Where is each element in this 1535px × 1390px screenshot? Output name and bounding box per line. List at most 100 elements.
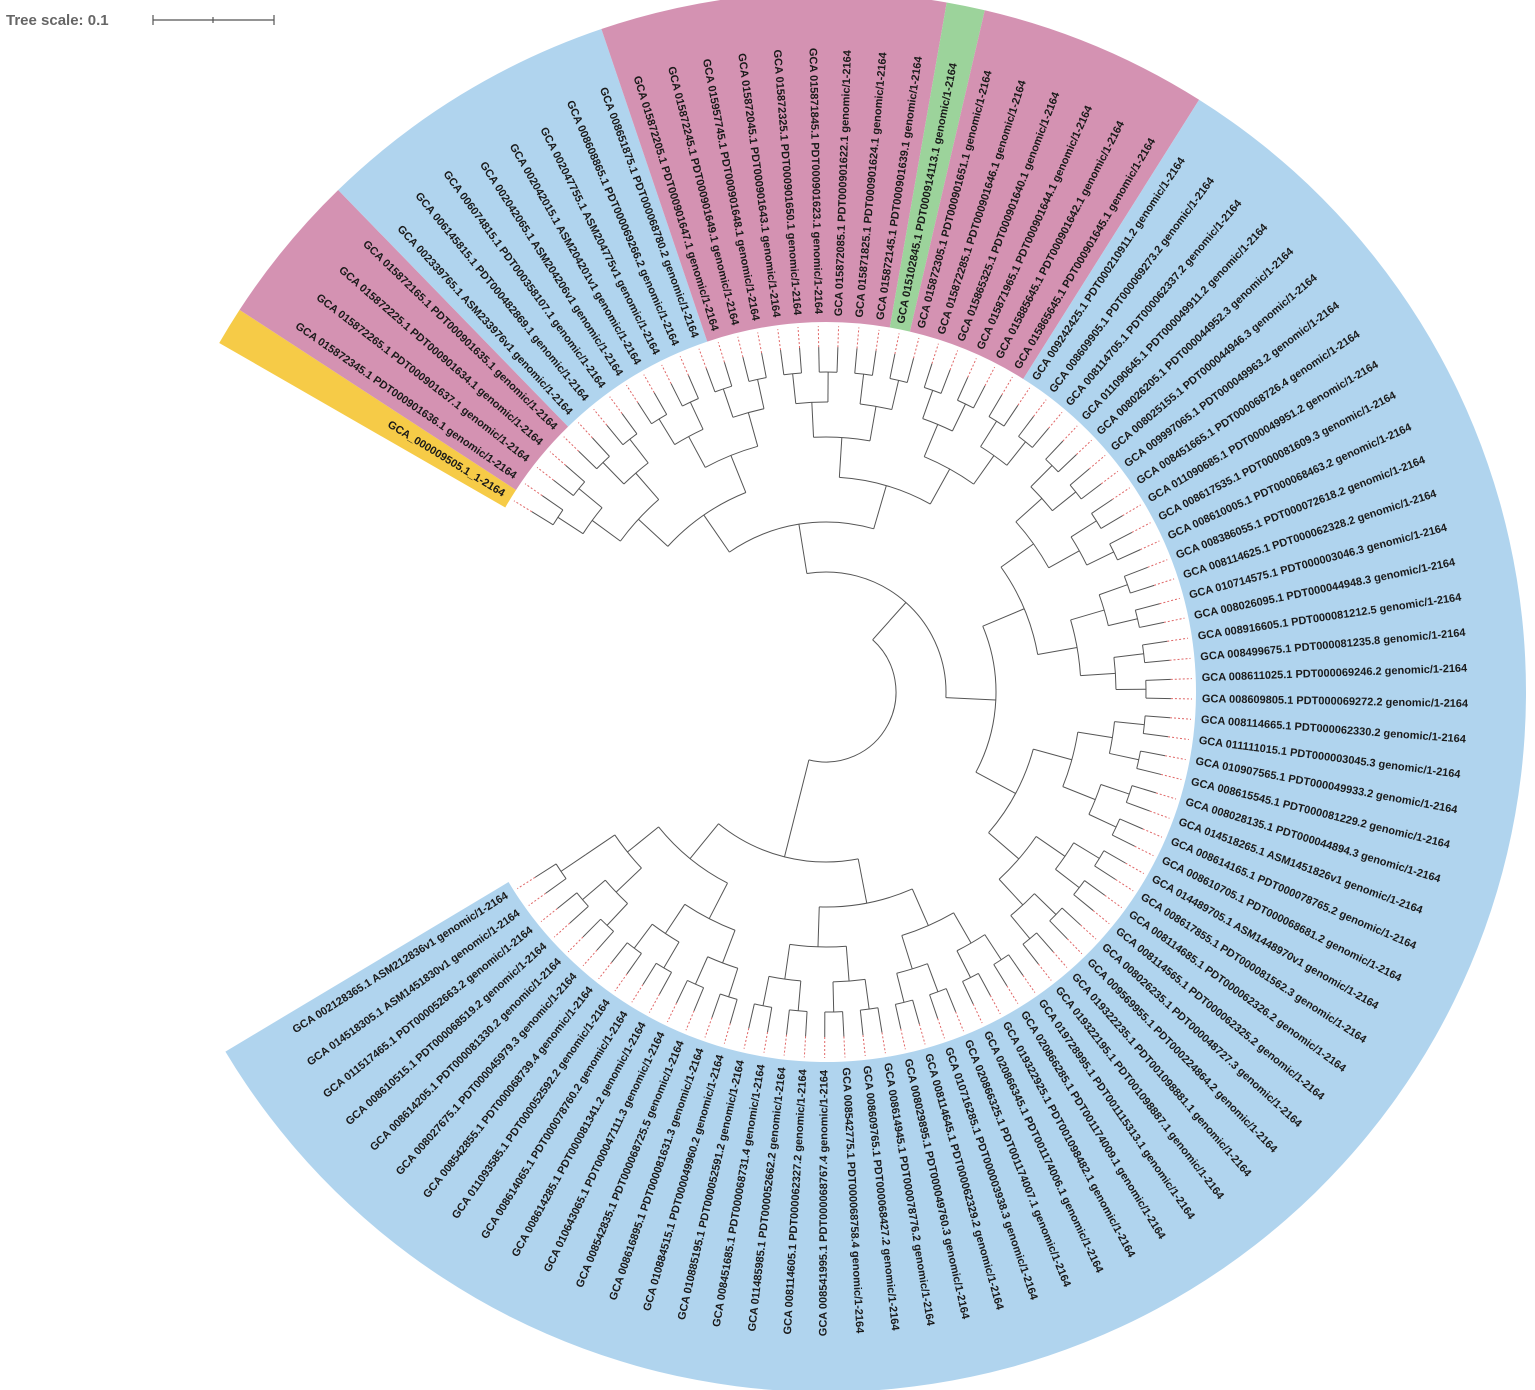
tree-branch [626, 953, 642, 975]
tree-branch [1113, 653, 1144, 658]
tree-branch [553, 479, 574, 496]
leaf-connector [643, 374, 655, 394]
tree-branch [1034, 893, 1057, 915]
tree-arc [889, 377, 908, 383]
tree-branch [664, 904, 686, 934]
tree-branch [972, 385, 986, 409]
tree-branch [1139, 621, 1165, 628]
leaf-connector [717, 342, 725, 363]
tree-arc [626, 942, 642, 954]
tree-branch [818, 347, 820, 373]
tree-branch [1061, 907, 1081, 926]
tree-branch [705, 368, 716, 393]
tree-arc [1030, 486, 1053, 512]
tree-branch [1035, 836, 1066, 857]
tree-arc [1123, 576, 1131, 594]
tree-branch [784, 944, 791, 980]
leaf-connector [609, 396, 623, 414]
tree-branch [1084, 880, 1106, 896]
tree-branch [1100, 784, 1130, 795]
tree-branch [811, 402, 815, 438]
leaf-connector [918, 1023, 926, 1045]
leaf-connector [937, 1018, 945, 1039]
tree-branch [854, 348, 858, 374]
tree-branch [1136, 767, 1162, 775]
tree-branch [663, 941, 680, 969]
tree-branch [606, 425, 624, 446]
tree-branch [722, 930, 736, 964]
leaf-connector [881, 1032, 886, 1054]
tree-branch [642, 962, 657, 985]
tree-arc [707, 956, 738, 969]
tree-arc [651, 414, 667, 425]
tree-branch [723, 362, 733, 387]
tree-branch [1108, 618, 1138, 627]
tree-branch [1088, 813, 1117, 828]
leaf-connector [1164, 755, 1186, 761]
tree-branch [1070, 609, 1105, 621]
leaf-connector [631, 984, 644, 1003]
leaf-connector [797, 327, 801, 349]
tree-branch [1140, 750, 1166, 757]
tree-branch [864, 979, 870, 1010]
tree-branch [980, 420, 997, 447]
leaf-connector [803, 1036, 807, 1058]
tree-branch [1131, 785, 1157, 794]
tree-arc [1069, 484, 1082, 500]
tree-branch [531, 511, 554, 526]
clade-sector-pink [909, 10, 1200, 379]
leaf-connector [1142, 828, 1163, 838]
leaf-connector [989, 995, 1001, 1015]
tree-branch [1130, 584, 1155, 594]
tree-branch [896, 973, 905, 1003]
tree-branch [1117, 549, 1141, 561]
clade-sector-blue [225, 99, 1526, 1390]
tree-branch [545, 878, 567, 894]
tree-branch [871, 350, 877, 376]
tree-branch [1145, 715, 1171, 719]
tree-branch [796, 759, 810, 809]
tree-branch [1124, 566, 1148, 577]
leaf-connector [856, 327, 860, 349]
tree-branch [894, 1004, 902, 1029]
leaf-connector [549, 451, 567, 466]
tree-branch [922, 390, 934, 419]
leaf-connector [536, 466, 554, 481]
tree-branch [785, 1009, 790, 1035]
tree-branch [1126, 801, 1150, 812]
tree-branch [877, 1007, 883, 1033]
tree-arc [667, 492, 747, 547]
leaf-connector [563, 436, 580, 452]
tree-branch [711, 993, 721, 1018]
tree-branch [797, 980, 802, 1011]
tree-branch [1015, 498, 1043, 523]
tree-arc [896, 963, 928, 974]
leaf-connector [763, 1031, 769, 1053]
tree-branch [693, 987, 705, 1011]
tree-branch [611, 942, 628, 963]
leaf-connector [679, 356, 689, 376]
leaf-connector [1033, 399, 1047, 417]
leaf-connector [1104, 894, 1123, 909]
tree-arc [1088, 784, 1102, 815]
tree-branch [973, 455, 995, 485]
tree-branch [1052, 491, 1077, 512]
leaf-connector [704, 1017, 713, 1038]
clade-sector-green [889, 2, 985, 332]
tree-branch [817, 906, 820, 947]
tree-arc [572, 481, 586, 496]
tree-branch [1119, 818, 1143, 830]
leaf-connector [777, 329, 782, 351]
tree-branch [703, 514, 730, 553]
leaf-connector [1048, 411, 1063, 429]
leaf-connector [1168, 736, 1189, 740]
tree-branch [606, 903, 628, 926]
tree-branch [945, 697, 996, 701]
tree-branch [757, 379, 765, 409]
clade-sector-pink [601, 0, 947, 342]
leaf-connector [1167, 637, 1189, 642]
tree-arc [1142, 644, 1146, 663]
tree-branch [873, 485, 887, 529]
leaf-connector [875, 329, 880, 351]
